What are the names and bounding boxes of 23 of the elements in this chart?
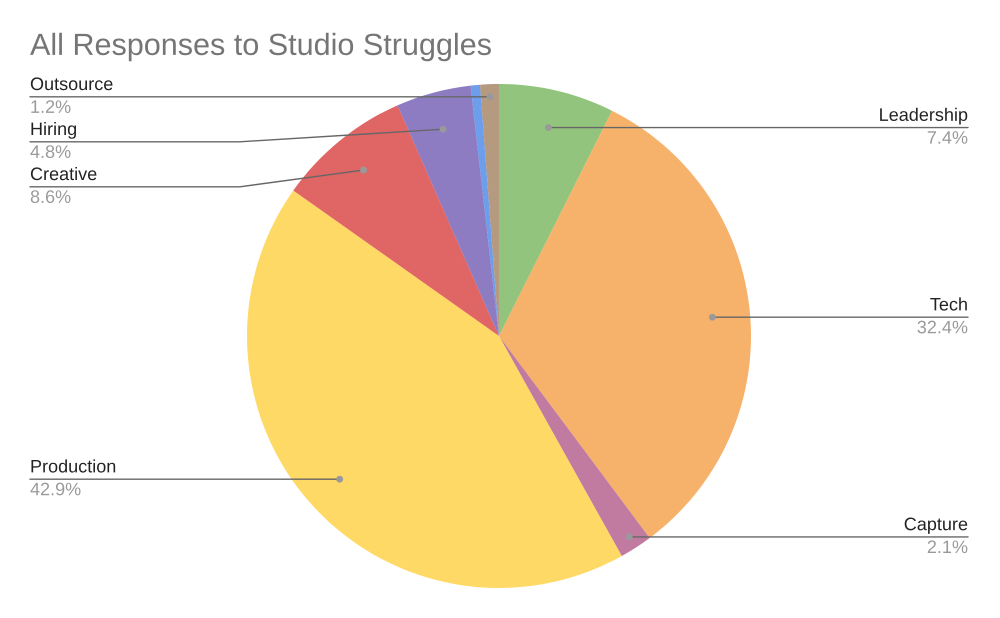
slice-label: Creative — [30, 166, 96, 180]
pie-slice — [293, 105, 499, 336]
data-label: 7.4% — [928, 131, 968, 144]
data-label: 1.2% — [31, 100, 71, 113]
pie-slice — [470, 84, 499, 336]
data-label: 8.6% — [30, 190, 71, 204]
data-label: 42.9% — [30, 482, 81, 496]
data-label: 32.4% — [917, 320, 968, 334]
pie-slice — [499, 336, 650, 556]
data-label: 4.8% — [30, 145, 71, 158]
slice-label: Hiring — [31, 122, 76, 139]
data-label: 2.1% — [928, 540, 968, 554]
pie-slice — [397, 86, 499, 336]
slice-label: Leadership — [880, 108, 968, 125]
pie-slice — [247, 190, 622, 588]
slice-label: Outsource — [30, 77, 112, 90]
pie-slice — [499, 110, 751, 538]
slice-label: Tech — [930, 297, 967, 311]
pie-slice — [499, 84, 612, 336]
pie-slice — [480, 84, 499, 336]
chart-title: All Responses to Studio Struggles — [30, 32, 491, 62]
slice-label: Capture — [904, 518, 968, 534]
slice-label: Production — [31, 459, 116, 473]
